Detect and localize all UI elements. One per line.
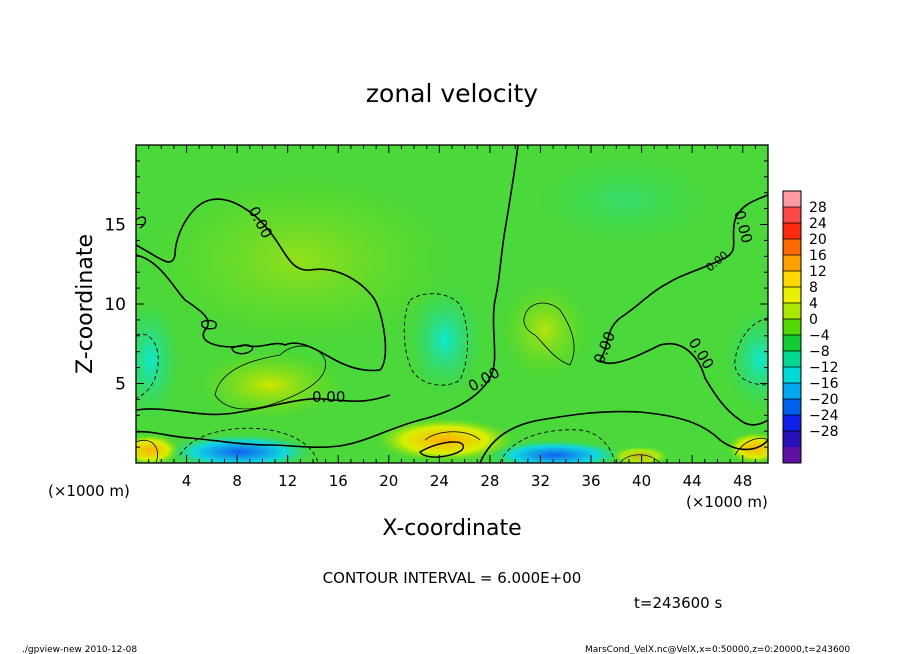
x-tick-label: 20 — [379, 472, 398, 490]
colorbar-tick-label: −20 — [809, 392, 839, 408]
colorbar-swatch — [783, 287, 801, 304]
contour-zero-right — [598, 194, 768, 426]
colorbar-tick-label: −16 — [809, 376, 839, 392]
colorbar-swatch — [783, 431, 801, 448]
colorbar-tick-label: 16 — [809, 248, 827, 264]
x-tick-label: 40 — [632, 472, 651, 490]
colorbar-tick-label: −28 — [809, 424, 839, 440]
footer-right: MarsCond_VelX.nc@VelX,x=0:50000,z=0:2000… — [585, 645, 850, 654]
colorbar-tick-label: 20 — [809, 232, 827, 248]
colorbar-swatch — [783, 271, 801, 288]
x-axis: 4 8 12 16 20 24 28 32 36 40 44 48 — [148, 145, 756, 490]
colorbar-tick-label: 8 — [809, 280, 818, 296]
x-tick-label: 36 — [581, 472, 600, 490]
x-tick-label: 4 — [182, 472, 192, 490]
time-label: t=243600 s — [634, 594, 722, 612]
contour-lines — [136, 145, 768, 463]
x-unit-label-right: (×1000 m) — [686, 493, 768, 511]
colorbar-tick-label: 12 — [809, 264, 827, 280]
x-axis-title: X-coordinate — [382, 516, 521, 541]
x-unit-label-left: (×1000 m) — [48, 482, 130, 500]
contour-label: 0.00 — [312, 388, 345, 406]
contour-zero-bottom — [136, 394, 768, 463]
colorbar-swatch — [783, 367, 801, 384]
colorbar-swatch — [783, 335, 801, 352]
colorbar-swatch — [783, 415, 801, 432]
x-tick-label: 24 — [430, 472, 449, 490]
contour-small-loops — [136, 216, 465, 458]
colorbar-swatch — [783, 303, 801, 320]
colorbar-swatch — [783, 191, 801, 208]
contour-neg-dashed — [136, 293, 768, 463]
heatmap-field — [136, 145, 768, 463]
y-tick-label: 5 — [115, 375, 126, 395]
colorbar-swatch — [783, 383, 801, 400]
x-tick-label: 44 — [683, 472, 702, 490]
chart-title: zonal velocity — [366, 79, 538, 108]
colorbar-swatch — [783, 239, 801, 256]
x-tick-label: 48 — [733, 472, 752, 490]
colorbar-tick-label: −24 — [809, 408, 839, 424]
y-tick-label: 15 — [104, 216, 126, 236]
contour-zero-mid — [136, 145, 519, 449]
y-axis-title: Z-coordinate — [73, 234, 98, 374]
colorbar-swatch — [783, 399, 801, 416]
colorbar-tick-label: 28 — [809, 200, 827, 216]
colorbar-swatch — [783, 447, 801, 464]
y-tick-label: 10 — [104, 295, 126, 315]
contour-interval: CONTOUR INTERVAL = 6.000E+00 — [323, 569, 582, 587]
contour-zero-left — [136, 198, 387, 372]
colorbar-tick-label: −8 — [809, 344, 830, 360]
x-tick-label: 28 — [480, 472, 499, 490]
x-tick-label: 12 — [278, 472, 297, 490]
x-tick-label: 16 — [329, 472, 348, 490]
colorbar-tick-label: 24 — [809, 216, 827, 232]
colorbar-swatch — [783, 207, 801, 224]
contour-pos-thin — [136, 302, 768, 463]
colorbar-swatch — [783, 319, 801, 336]
colorbar-swatch — [783, 223, 801, 240]
x-tick-label: 32 — [531, 472, 550, 490]
colorbar-frame — [782, 190, 802, 464]
colorbar-tick-label: 0 — [809, 312, 818, 328]
colorbar-tick-label: −12 — [809, 360, 839, 376]
x-tick-label: 8 — [232, 472, 242, 490]
footer-left: ./gpview-new 2010-12-08 — [22, 645, 137, 654]
colorbar-swatch — [783, 351, 801, 368]
colorbar-swatch — [783, 255, 801, 272]
colorbar-tick-label: 4 — [809, 296, 818, 312]
y-axis: 5 10 15 — [104, 160, 768, 448]
colorbar-tick-label: −4 — [809, 328, 830, 344]
